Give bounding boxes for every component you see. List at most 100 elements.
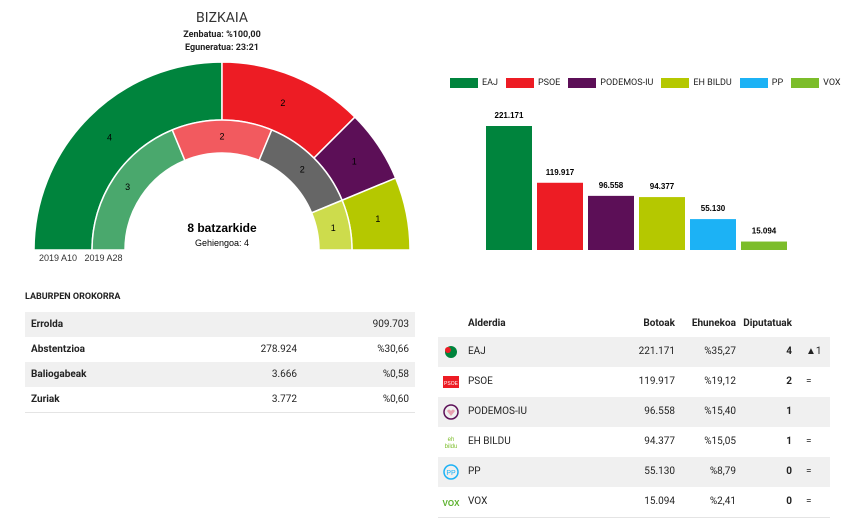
summary-label: Errolda [31, 319, 64, 330]
legend-swatch [661, 78, 690, 88]
party-name: EAJ [468, 346, 486, 357]
party-votes: 94.377 [644, 436, 675, 447]
legend-swatch [450, 78, 478, 88]
party-logo: PSOE [442, 373, 460, 391]
party-name: PP [468, 466, 481, 477]
party-votes: 96.558 [644, 406, 675, 417]
party-logo [442, 403, 460, 421]
party-percent: %19,12 [704, 376, 736, 387]
legend-label: PSOE [537, 78, 561, 88]
svg-text:eh: eh [448, 437, 455, 443]
legend-label: EAJ [482, 78, 498, 88]
party-seats: 0 [786, 466, 792, 477]
seat-change: ▲1 [806, 346, 822, 357]
seat-change: = [806, 376, 812, 387]
party-logo: PP [442, 463, 460, 481]
party-name: VOX [468, 496, 488, 507]
counted: Zenbatua: %100,00 [183, 30, 261, 40]
party-name: PODEMOS-IU [468, 406, 527, 417]
seat-label: 4 [107, 133, 112, 143]
legend-label: EH BILDU [693, 78, 732, 88]
party-seats: 1 [786, 406, 792, 417]
party-seats: 4 [786, 346, 792, 357]
legend: EAJ PSOE PODEMOS-IU EH BILDU PP VOX [450, 78, 841, 88]
party-row: VOX VOX 15.094 %2,41 0 = [438, 487, 830, 518]
summary-label: Abstentzioa [31, 344, 85, 355]
summary-row: Abstentzioa 278.924 %30,66 [25, 337, 415, 363]
svg-text:bildu: bildu [445, 444, 458, 450]
ring-label: 2019 A28 [84, 253, 122, 263]
legend-label: PODEMOS-IU [600, 78, 654, 88]
party-logo: eh bildu [442, 433, 460, 451]
svg-text:PSOE: PSOE [444, 381, 459, 387]
party-percent: %15,05 [704, 436, 736, 447]
party-header: Alderdia Botoak Ehunekoa Diputatuak [438, 310, 830, 338]
party-row: PP PP 55.130 %8,79 0 = [438, 457, 830, 488]
legend-label: PP [771, 78, 784, 88]
legend-item: EH BILDU [661, 78, 732, 88]
summary-row: Baliogabeak 3.666 %0,58 [25, 362, 415, 388]
bar [741, 241, 787, 250]
column-header: Diputatuak [743, 318, 792, 329]
bar [690, 219, 736, 250]
party-row: EAJ 221.171 %35,27 4 ▲1 [438, 337, 830, 368]
summary-percent: %30,66 [377, 344, 409, 355]
seat-label: 1 [331, 223, 336, 233]
logo: VOX [443, 499, 461, 508]
bar-value-label: 221.171 [495, 111, 524, 120]
logo [445, 346, 457, 358]
summary-value: 3.772 [271, 394, 297, 405]
seat-label: 2 [219, 132, 224, 142]
party-row: PSOE PSOE 119.917 %19,12 2 = [438, 367, 830, 398]
updated: Eguneratua: 23:21 [185, 43, 259, 53]
bar-value-label: 55.130 [701, 204, 726, 213]
legend-swatch [791, 78, 820, 88]
legend-swatch [505, 78, 534, 88]
legend-item: VOX [791, 78, 841, 88]
seat-label: 3 [125, 182, 130, 192]
legend-item: PSOE [505, 78, 561, 88]
svg-text:VOX: VOX [443, 499, 460, 508]
bar [588, 195, 634, 250]
party-percent: %8,79 [709, 466, 736, 477]
summary-label: Zuriak [31, 394, 60, 405]
logo: PP [443, 464, 459, 480]
svg-text:PP: PP [446, 470, 456, 477]
seat-change: = [806, 436, 812, 447]
party-votes: 15.094 [644, 496, 675, 507]
summary-row: Errolda 909.703 [25, 312, 415, 338]
bar [537, 182, 583, 250]
legend-swatch [739, 78, 768, 88]
party-votes: 221.171 [638, 346, 675, 357]
bar-value-label: 96.558 [599, 181, 624, 190]
legend-swatch [568, 78, 597, 88]
column-header: Ehunekoa [691, 318, 736, 329]
region-title: BIZKAIA [196, 10, 248, 26]
party-name: PSOE [468, 376, 493, 387]
summary-percent: %0,58 [382, 369, 409, 380]
party-row: PODEMOS-IU 96.558 %15,40 1 [438, 397, 830, 428]
column-header: Botoak [643, 318, 675, 329]
legend-item: PP [739, 78, 784, 88]
bar [486, 126, 532, 250]
bar-value-label: 119.917 [546, 168, 575, 177]
party-percent: %35,27 [704, 346, 736, 357]
seat-label: 2 [280, 98, 285, 108]
summary-row: Zuriak 3.772 %0,60 [25, 387, 415, 413]
summary-percent: %0,60 [382, 394, 409, 405]
seat-label: 2 [300, 165, 305, 175]
summary-value: 3.666 [271, 369, 297, 380]
legend-label: VOX [823, 78, 841, 88]
center-title: 8 batzarkide [187, 221, 257, 235]
party-seats: 1 [786, 436, 792, 447]
logo [443, 404, 459, 420]
seat-label: 1 [352, 157, 357, 167]
seat-change: = [806, 496, 812, 507]
charts: 4 2 1 1 2019 A10 3 2 2 1 2019 A28 8 batzarkide Gehi… [33, 61, 787, 263]
summary-title: LABURPEN OROKORRA [25, 292, 121, 302]
seat-label: 1 [375, 214, 380, 224]
summary-value: 278.924 [260, 344, 297, 355]
logo: PSOE [443, 376, 459, 388]
